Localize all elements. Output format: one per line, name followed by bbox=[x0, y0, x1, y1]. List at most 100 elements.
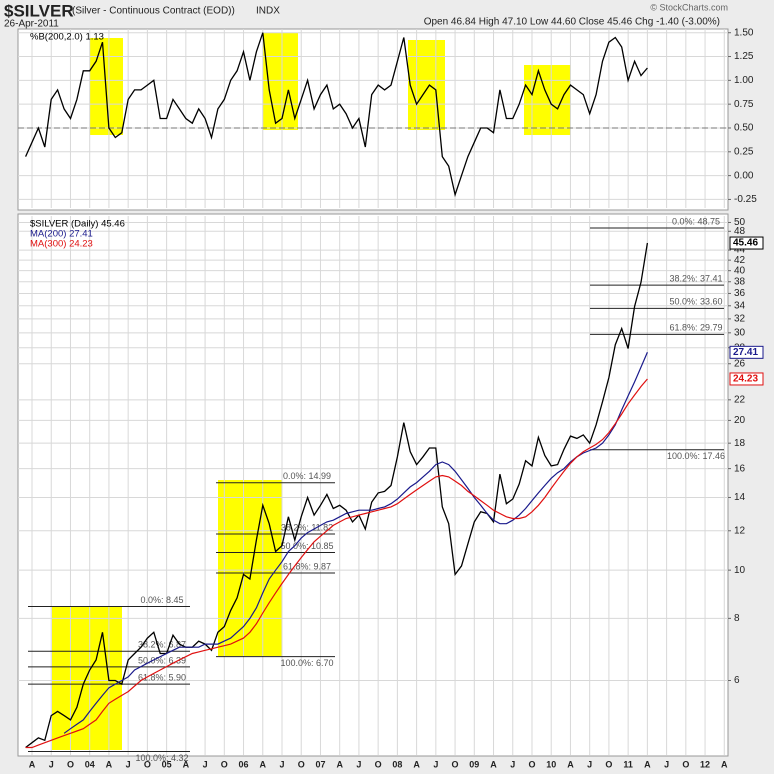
date: 26-Apr-2011 bbox=[4, 19, 59, 30]
x-tick-label: A bbox=[644, 759, 651, 769]
x-tick-label: A bbox=[490, 759, 497, 769]
highlight bbox=[90, 38, 123, 135]
x-tick-label: O bbox=[605, 759, 612, 769]
y-tick-label: 40 bbox=[734, 265, 746, 276]
highlight bbox=[52, 606, 122, 750]
highlight bbox=[524, 65, 571, 135]
y-tick-label: 42 bbox=[734, 255, 746, 266]
x-tick-label: A bbox=[29, 759, 36, 769]
y-tick-label: 0.00 bbox=[734, 170, 754, 181]
legend-entry: $SILVER (Daily) 45.46 bbox=[30, 219, 125, 230]
y-tick-label: 1.00 bbox=[734, 75, 754, 86]
price-panel bbox=[17, 213, 729, 757]
y-tick-label: 0.50 bbox=[734, 123, 754, 134]
description: (Silver - Continuous Contract (EOD)) bbox=[72, 6, 235, 17]
x-tick-label: 09 bbox=[469, 759, 479, 769]
quote: Open 46.84 High 47.10 Low 44.60 Close 45… bbox=[424, 17, 720, 28]
y-tick-label: 48 bbox=[734, 226, 746, 237]
x-tick-label: J bbox=[49, 759, 54, 769]
series-line bbox=[25, 32, 648, 198]
fib-label: 50.0%: 33.60 bbox=[669, 297, 722, 307]
y-tick-label: -0.25 bbox=[734, 194, 757, 205]
symbol: $SILVER bbox=[4, 1, 74, 20]
x-tick-label: J bbox=[433, 759, 438, 769]
y-tick-label: 18 bbox=[734, 438, 746, 449]
y-tick-label: 30 bbox=[734, 327, 746, 338]
y-tick-label: 34 bbox=[734, 300, 746, 311]
y-tick-label: 0.25 bbox=[734, 146, 754, 157]
x-tick-label: J bbox=[356, 759, 361, 769]
value-tag-label: 27.41 bbox=[733, 347, 758, 358]
x-tick-label: A bbox=[567, 759, 574, 769]
y-tick-label: 20 bbox=[734, 415, 746, 426]
value-tag-label: 45.46 bbox=[733, 238, 758, 249]
highlight bbox=[408, 40, 445, 130]
x-tick-label: A bbox=[413, 759, 420, 769]
x-tick-label: A bbox=[183, 759, 190, 769]
y-tick-label: 32 bbox=[734, 314, 746, 325]
x-tick-label: O bbox=[144, 759, 151, 769]
fib-label: 50.0%: 10.85 bbox=[280, 541, 333, 551]
x-tick-label: O bbox=[528, 759, 535, 769]
y-tick-label: 8 bbox=[734, 613, 740, 624]
y-tick-label: 22 bbox=[734, 394, 746, 405]
x-tick-label: J bbox=[203, 759, 208, 769]
x-tick-label: O bbox=[298, 759, 305, 769]
y-tick-label: 6 bbox=[734, 675, 740, 686]
y-tick-label: 44 bbox=[734, 245, 746, 256]
y-tick-label: 36 bbox=[734, 288, 746, 299]
x-tick-label: J bbox=[126, 759, 131, 769]
series-line bbox=[25, 378, 648, 749]
fib-label: 50.0%: 6.39 bbox=[138, 655, 186, 665]
fib-label: 0.0%: 48.75 bbox=[672, 216, 720, 226]
indicator-panel bbox=[17, 28, 729, 211]
x-tick-label: 05 bbox=[162, 759, 172, 769]
x-tick-label: A bbox=[106, 759, 113, 769]
value-tag bbox=[729, 236, 764, 250]
legend-entry: %B(200,2.0) 1.13 bbox=[30, 32, 104, 43]
x-tick-label: J bbox=[587, 759, 592, 769]
value-tag bbox=[729, 372, 764, 386]
y-tick-label: 16 bbox=[734, 463, 746, 474]
highlights bbox=[52, 33, 571, 750]
x-tick-label: 04 bbox=[85, 759, 95, 769]
fib-label: 38.2%: 37.41 bbox=[669, 274, 722, 284]
legend-entry: MA(200) 27.41 bbox=[30, 229, 93, 240]
x-tick-label: O bbox=[375, 759, 382, 769]
y-tick-label: 14 bbox=[734, 492, 746, 503]
fib-label: 61.8%: 5.90 bbox=[138, 673, 186, 683]
x-tick-label: O bbox=[67, 759, 74, 769]
value-tag-label: 24.23 bbox=[733, 374, 758, 385]
x-tick-label: A bbox=[721, 759, 728, 769]
exchange: INDX bbox=[256, 6, 280, 17]
x-tick-label: 06 bbox=[239, 759, 249, 769]
fib-label: 0.0%: 14.99 bbox=[283, 471, 331, 481]
x-tick-label: J bbox=[664, 759, 669, 769]
fib-label: 38.2%: 6.87 bbox=[138, 640, 186, 650]
series-line bbox=[25, 242, 649, 749]
y-tick-label: 50 bbox=[734, 217, 746, 228]
y-tick-label: 0.75 bbox=[734, 99, 754, 110]
x-tick-label: 08 bbox=[392, 759, 402, 769]
x-tick-label: O bbox=[452, 759, 459, 769]
legend-entry: MA(300) 24.23 bbox=[30, 239, 93, 250]
x-tick-label: O bbox=[221, 759, 228, 769]
x-tick-label: A bbox=[260, 759, 267, 769]
x-tick-label: A bbox=[336, 759, 343, 769]
x-tick-label: 07 bbox=[315, 759, 325, 769]
y-tick-label: 10 bbox=[734, 565, 746, 576]
fib-label: 0.0%: 8.45 bbox=[140, 595, 183, 605]
fib-label: 100.0%: 6.70 bbox=[280, 658, 333, 668]
fib-label: 100.0%: 17.46 bbox=[667, 451, 725, 461]
x-tick-label: J bbox=[279, 759, 284, 769]
x-tick-label: J bbox=[510, 759, 515, 769]
logo: © StockCharts.com bbox=[650, 2, 728, 12]
fib-label: 61.8%: 29.79 bbox=[669, 323, 722, 333]
y-tick-label: 1.50 bbox=[734, 27, 754, 38]
fib-label: 100.0%: 4.32 bbox=[135, 753, 188, 763]
y-tick-label: 12 bbox=[734, 525, 746, 536]
x-tick-label: 10 bbox=[546, 759, 556, 769]
series-line bbox=[63, 352, 648, 734]
y-tick-label: 38 bbox=[734, 276, 746, 287]
